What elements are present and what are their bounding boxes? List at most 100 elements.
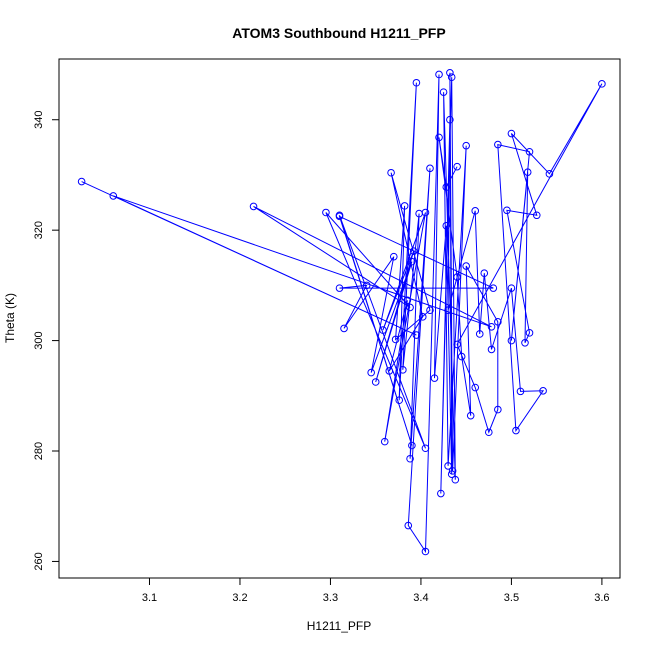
- data-point: [409, 247, 418, 255]
- data-point: [512, 426, 520, 435]
- data-point: [453, 340, 461, 349]
- data-point: [340, 324, 348, 333]
- data-point: [516, 387, 525, 396]
- data-point: [380, 437, 389, 446]
- y-tick-label: 260: [33, 552, 45, 570]
- series-polyline: [81, 72, 603, 554]
- data-point: [545, 170, 554, 178]
- data-point: [507, 129, 516, 138]
- data-point: [404, 521, 413, 530]
- data-point: [412, 78, 421, 87]
- data-point: [446, 115, 454, 124]
- x-tick-label: 3.2: [232, 592, 247, 604]
- data-point: [507, 336, 516, 345]
- data-point: [379, 326, 387, 334]
- data-point: [387, 168, 395, 177]
- data-point: [391, 335, 400, 344]
- data-point: [367, 368, 375, 377]
- data-point: [448, 467, 457, 475]
- data-point: [408, 441, 416, 450]
- data-point: [507, 284, 516, 292]
- y-axis-label: Theta (K): [3, 293, 17, 343]
- data-point: [415, 209, 423, 218]
- series-points: [77, 69, 606, 556]
- data-point: [487, 322, 496, 331]
- y-axis: 260 280 300 320 340: [33, 111, 59, 571]
- data-point: [447, 470, 456, 479]
- data-point: [322, 208, 330, 217]
- data-point: [430, 374, 439, 382]
- x-tick-label: 3.3: [323, 592, 338, 604]
- x-tick-label: 3.4: [413, 592, 428, 604]
- data-point: [521, 338, 529, 347]
- data-point: [77, 177, 86, 186]
- data-point: [400, 202, 409, 210]
- data-point: [385, 367, 394, 375]
- data-point: [489, 284, 498, 292]
- x-tick-label: 3.6: [594, 592, 609, 604]
- data-point: [598, 80, 606, 88]
- data-point: [447, 73, 456, 82]
- data-point: [503, 206, 511, 215]
- y-tick-label: 340: [33, 111, 45, 129]
- data-point: [437, 489, 445, 498]
- data-point: [426, 164, 434, 173]
- data-point: [403, 296, 412, 305]
- data-point: [444, 462, 452, 470]
- data-point: [471, 207, 480, 215]
- data-point: [444, 306, 452, 315]
- data-point: [406, 303, 414, 312]
- data-point: [399, 366, 407, 374]
- data-point: [494, 140, 502, 149]
- data-point: [453, 273, 461, 281]
- y-tick-label: 300: [33, 331, 45, 349]
- data-point: [525, 329, 534, 337]
- data-point: [109, 192, 118, 200]
- data-point: [446, 69, 454, 77]
- data-point: [408, 257, 416, 266]
- data-point: [494, 318, 502, 326]
- data-point: [480, 269, 489, 278]
- data-point: [523, 168, 532, 176]
- data-point: [525, 147, 534, 156]
- data-point: [335, 284, 344, 292]
- data-point: [471, 383, 480, 392]
- data-point: [451, 475, 460, 484]
- data-point: [395, 396, 404, 405]
- data-point: [457, 352, 466, 361]
- data-point: [494, 405, 502, 414]
- chart-title: ATOM3 Southbound H1211_PFP: [232, 25, 445, 41]
- x-tick-label: 3.5: [504, 592, 519, 604]
- data-point: [335, 212, 344, 221]
- data-point: [389, 252, 398, 261]
- data-point: [484, 428, 493, 437]
- data-point: [442, 183, 451, 191]
- data-point: [418, 313, 427, 321]
- x-tick-label: 3.1: [142, 592, 157, 604]
- data-point: [421, 444, 430, 453]
- data-point: [435, 133, 443, 142]
- data-point: [462, 262, 470, 270]
- data-point: [442, 221, 451, 230]
- data-point: [439, 88, 448, 96]
- data-point: [532, 211, 541, 220]
- data-point: [249, 202, 258, 211]
- x-axis-label: H1211_PFP: [307, 619, 371, 633]
- y-tick-label: 280: [33, 442, 45, 460]
- data-point: [539, 387, 547, 395]
- data-point: [371, 378, 380, 386]
- data-point: [426, 306, 434, 315]
- plot-area-frame: [58, 58, 621, 579]
- data-point: [475, 330, 484, 338]
- y-tick-label: 320: [33, 221, 45, 239]
- series-line: [81, 72, 603, 554]
- data-point: [466, 411, 475, 420]
- data-point: [406, 454, 414, 463]
- data-point: [435, 70, 443, 79]
- data-point: [362, 281, 371, 290]
- data-point: [462, 141, 470, 150]
- data-point: [412, 331, 421, 339]
- data-point: [453, 162, 461, 171]
- data-point: [421, 547, 430, 556]
